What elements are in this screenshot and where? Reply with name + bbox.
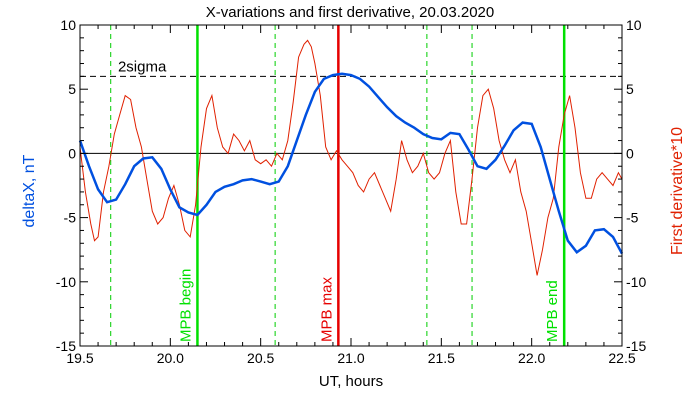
- y-tick-label-left: 10: [60, 17, 76, 33]
- sigma-label: 2sigma: [118, 58, 167, 75]
- event-label: MPB end: [544, 280, 561, 342]
- y-tick-label-right: -15: [626, 338, 646, 354]
- y-axis-label-right: First derivative*10: [669, 127, 686, 255]
- y-tick-label-right: 10: [626, 17, 642, 33]
- x-tick-label: 20.5: [247, 350, 274, 366]
- x-tick-label: 21.0: [337, 350, 364, 366]
- event-label: MPB max: [318, 276, 335, 342]
- x-tick-label: 20.0: [157, 350, 184, 366]
- y-tick-label-right: -5: [626, 210, 639, 226]
- series-line-deltax: [78, 72, 624, 255]
- x-tick-label: 22.0: [518, 350, 545, 366]
- event-label: MPB begin: [177, 269, 194, 342]
- x-tick-label: 19.5: [66, 350, 93, 366]
- y-tick-label-left: 0: [68, 145, 76, 161]
- y-tick-label-left: -10: [56, 274, 76, 290]
- x-axis-label: UT, hours: [319, 373, 383, 390]
- y-tick-label-right: 0: [626, 145, 634, 161]
- y-tick-label-left: -15: [56, 338, 76, 354]
- series-line-derivative: [79, 39, 623, 276]
- y-tick-label-left: 5: [68, 81, 76, 97]
- y-tick-label-left: -5: [64, 210, 77, 226]
- y-tick-label-right: -10: [626, 274, 646, 290]
- y-tick-label-right: 5: [626, 81, 634, 97]
- chart-title: X-variations and first derivative, 20.03…: [206, 4, 495, 21]
- x-tick-label: 22.5: [608, 350, 635, 366]
- y-axis-label-left: deltaX, nT: [21, 154, 38, 227]
- x-tick-label: 21.5: [428, 350, 455, 366]
